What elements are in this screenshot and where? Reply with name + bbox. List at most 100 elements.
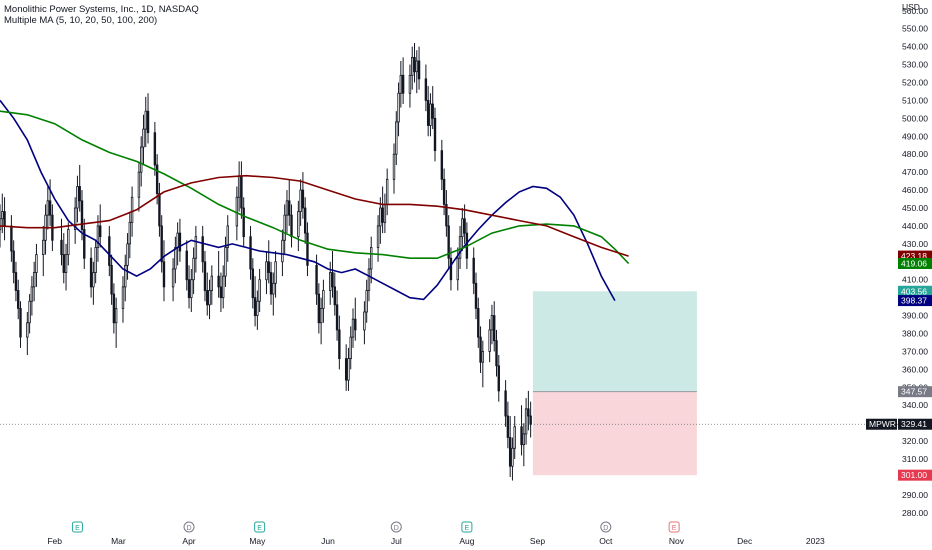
price-label-text: 329.41 [901,419,927,429]
candle [306,222,309,277]
y-tick-label: 540.00 [902,42,928,52]
candle-body [221,275,225,299]
y-tick-label: 500.00 [902,113,928,123]
candle [381,186,384,234]
candle [481,340,485,388]
y-tick-label: 440.00 [902,221,928,231]
candle-body [513,426,516,449]
candle-body [269,272,273,295]
candle [94,240,97,284]
price-label-text: 301.00 [901,470,927,480]
candle [201,225,204,273]
indicator-legend: Multiple MA (5, 10, 20, 50, 100, 200) [4,15,158,26]
candle-body [162,261,166,288]
candle [221,265,225,309]
candle [253,276,257,327]
candle [495,329,498,377]
candle-body [60,239,63,256]
candle [449,247,453,291]
entry-price-label: 347.57 [898,386,932,398]
candle [344,344,348,391]
candle [338,315,341,370]
candle-body [281,239,284,263]
candle-body [19,308,22,338]
price-label-bg [898,469,932,481]
candle [333,272,336,316]
dividend-marker: D [390,521,402,533]
candle-body [267,261,270,273]
candle [331,251,334,298]
earnings-marker: E [668,521,680,533]
candle-body [108,236,111,266]
candle-body [258,279,261,302]
event-letter: D [394,525,399,532]
candle-body [442,178,446,205]
candle [203,251,207,302]
candle-body [458,236,462,259]
candle-body [472,257,475,284]
candle-body [376,225,380,248]
candle [383,193,387,234]
candle-body [333,286,336,306]
candle [140,136,143,187]
candle [285,190,289,234]
x-tick-label: 2023 [806,536,825,546]
x-tick-label: Aug [459,536,474,546]
y-tick-label: 410.00 [902,275,928,285]
candle-body [219,286,223,299]
candle-body [160,225,163,263]
candle-body [64,254,68,273]
candle-body [297,211,300,238]
candle-body [62,254,65,273]
candle [80,190,84,241]
candle-body [408,74,412,94]
candle-body [392,153,396,180]
earnings-badge [71,521,83,533]
x-tick-label: Feb [47,536,62,546]
y-tick-label: 550.00 [902,24,928,34]
candle-body [110,264,113,295]
candle [108,225,111,277]
time-axis[interactable]: Feb Mar Apr May Jun Jul Aug Sep Oct Nov Dec 2023 [47,536,825,546]
candle-body [174,247,177,270]
event-letter: E [75,525,80,532]
candle [146,93,150,144]
candle [424,64,428,112]
candle-body [285,200,289,216]
candle-body [226,225,229,248]
candle [35,243,38,287]
candle [442,168,446,216]
candle-body [429,103,432,126]
y-tick-label: 530.00 [902,60,928,70]
candle [3,197,6,241]
candle-body [303,207,307,234]
candle [258,268,261,312]
candle-body [12,250,15,273]
candle [508,416,512,477]
candle [114,297,118,348]
candle [408,64,412,108]
candle-body [80,200,84,230]
candle-body [449,257,453,281]
candle-body [385,178,389,205]
candle [32,261,36,302]
candle-body [126,243,129,266]
candle [322,279,325,323]
candle [126,233,129,280]
ma-short-price-label: 398.37 [898,295,932,307]
candle [370,236,373,284]
candle [83,218,86,269]
dividend-marker: D [600,521,612,533]
profit-zone [532,291,697,392]
candle [488,319,491,363]
candle-body [171,268,175,288]
candle [224,236,227,287]
candle-body [529,415,532,425]
candle-body [144,110,147,130]
candle [288,179,291,226]
candle [463,204,466,244]
candle-body [497,365,500,392]
candle [399,60,403,108]
